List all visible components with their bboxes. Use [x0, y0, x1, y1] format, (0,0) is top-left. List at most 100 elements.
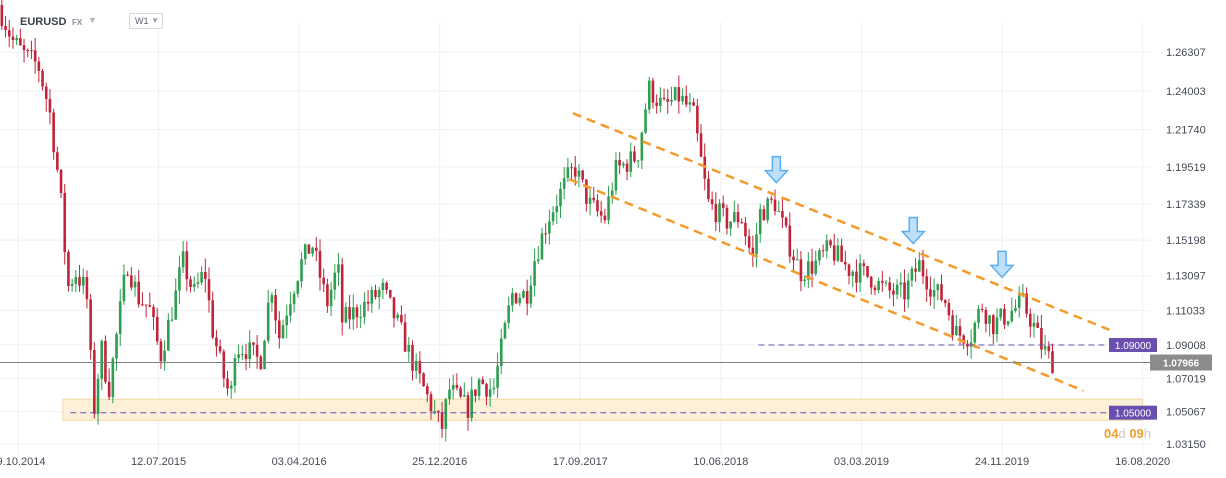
candle-body — [544, 233, 547, 235]
candle-body — [914, 268, 917, 272]
candle-body — [474, 389, 477, 396]
candle-body — [747, 236, 751, 248]
candle-body — [673, 87, 677, 100]
candle-body — [315, 247, 318, 251]
candle-body — [562, 178, 566, 189]
candle-body — [710, 199, 714, 205]
candle-body — [999, 308, 1003, 318]
candle-body — [585, 179, 588, 204]
y-tick-label: 1.07019 — [1166, 374, 1206, 386]
candle-body — [292, 293, 296, 305]
candle-body — [807, 261, 810, 280]
chevron-down-icon[interactable]: ▼ — [88, 15, 97, 25]
x-tick-label: 25.12.2016 — [412, 456, 467, 468]
candle-body — [85, 276, 89, 300]
candle-body — [366, 301, 370, 304]
candle-countdown: 04d 09h — [1104, 426, 1151, 441]
candle-body — [903, 282, 906, 300]
timeframe-select[interactable]: W1 ▼ — [129, 13, 163, 29]
candle-body — [333, 272, 337, 290]
candle-body — [640, 132, 644, 161]
candle-body — [832, 245, 836, 261]
candle-body — [503, 322, 507, 339]
candle-body — [200, 272, 203, 283]
candle-body — [67, 252, 70, 287]
timeframe-value: W1 — [135, 16, 149, 26]
candle-body — [799, 259, 803, 282]
candle-body — [141, 304, 144, 306]
candle-body — [485, 383, 488, 397]
candle-body — [984, 309, 988, 324]
candle-body — [222, 351, 226, 379]
y-tick-label: 1.05067 — [1166, 407, 1206, 419]
down-arrow-shape — [900, 216, 926, 245]
candle-body — [455, 384, 459, 389]
candle-body — [152, 306, 155, 318]
candle-body — [248, 342, 252, 359]
y-tick-label: 1.21740 — [1166, 124, 1206, 136]
candle-body — [540, 233, 544, 260]
candle-body — [481, 379, 485, 384]
y-tick-label: 1.19519 — [1166, 162, 1206, 174]
candle-body — [425, 386, 429, 395]
candle-body — [255, 344, 259, 357]
candle-body — [758, 209, 762, 235]
support-zone — [62, 398, 1144, 421]
candle-body — [873, 287, 877, 291]
candle-body — [588, 197, 592, 204]
candle-body — [281, 325, 285, 339]
candle-body — [666, 99, 670, 102]
channel-lower-line — [568, 178, 1084, 392]
candle-body — [56, 152, 59, 170]
candle-body — [936, 284, 940, 291]
x-tick-label: 19.10.2014 — [0, 456, 46, 468]
candle-body — [459, 388, 462, 397]
candle-body — [636, 160, 640, 162]
candle-body — [518, 297, 522, 304]
candle-body — [1025, 293, 1028, 314]
candle-body — [311, 247, 314, 254]
candle-body — [792, 256, 795, 261]
candle-body — [733, 212, 736, 222]
candle-body — [655, 102, 658, 106]
candle-body — [507, 305, 510, 323]
candle-body — [736, 212, 740, 223]
candle-body — [825, 240, 829, 251]
candle-body — [1032, 322, 1036, 327]
last-price-label: 1.07966 — [1163, 359, 1200, 370]
candle-body — [688, 102, 692, 105]
candle-body — [714, 204, 718, 223]
candle-body — [470, 389, 473, 418]
candle-body — [492, 387, 496, 390]
candle-body — [48, 98, 52, 113]
candle-body — [1017, 295, 1021, 308]
candle-body — [144, 304, 148, 306]
down-arrow-icon — [989, 250, 1015, 279]
candle-body — [289, 304, 292, 316]
candle-body — [884, 282, 888, 284]
candle-body — [0, 4, 4, 26]
candle-body — [411, 344, 414, 371]
candle-body — [692, 102, 695, 106]
candle-body — [263, 340, 266, 370]
candle-body — [755, 234, 758, 255]
candle-body — [670, 99, 673, 102]
candle-body — [104, 340, 107, 382]
candle-body — [7, 30, 11, 37]
symbol-label[interactable]: EURUSD — [20, 16, 67, 28]
candle-body — [958, 326, 962, 336]
candle-body — [130, 275, 133, 288]
candle-body — [33, 50, 37, 62]
candle-body — [170, 319, 174, 321]
candle-body — [566, 167, 570, 179]
candle-body — [533, 261, 536, 286]
candle-body — [385, 282, 388, 290]
candle-body — [921, 260, 925, 277]
candle-body — [237, 354, 240, 359]
candle-body — [881, 280, 884, 283]
candle-body — [41, 70, 44, 87]
candle-body — [78, 277, 81, 286]
candle-body — [433, 410, 436, 412]
candle-body — [766, 198, 769, 221]
